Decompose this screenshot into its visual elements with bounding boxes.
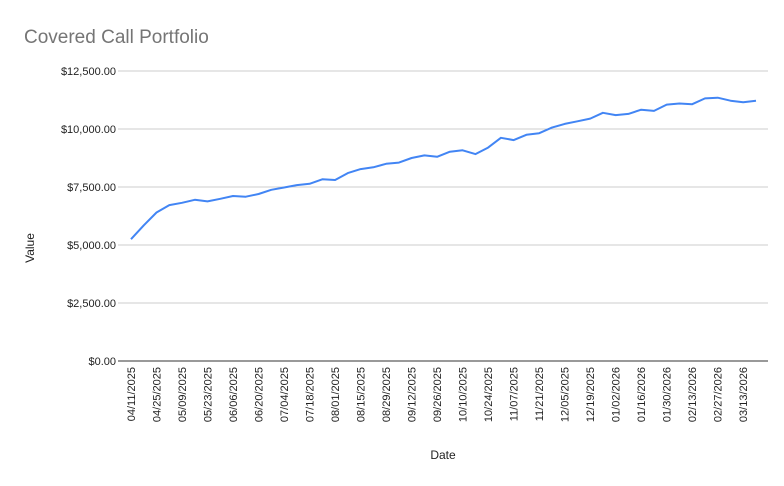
x-tick-label: 05/23/2025 (203, 367, 215, 422)
y-tick-label: $5,000.00 (67, 240, 116, 252)
x-tick-label: 12/19/2025 (585, 367, 597, 422)
y-axis-label: Value (23, 233, 37, 263)
x-axis-label: Date (430, 448, 456, 462)
y-tick-label: $7,500.00 (67, 182, 116, 194)
x-tick-label: 03/13/2026 (738, 367, 750, 422)
x-tick-label: 08/01/2025 (330, 367, 342, 422)
y-tick-label: $10,000.00 (61, 124, 116, 136)
x-tick-label: 08/29/2025 (381, 367, 393, 422)
x-tick-label: 12/05/2025 (560, 367, 572, 422)
line (130, 96, 757, 240)
x-tick-label: 10/10/2025 (458, 367, 470, 422)
x-tick-label: 04/25/2025 (152, 367, 164, 422)
x-tick-label: 04/11/2025 (126, 367, 138, 421)
x-tick-label: 06/06/2025 (228, 367, 240, 422)
x-tick-label: 02/27/2026 (713, 367, 725, 422)
x-tick-label: 02/13/2026 (687, 367, 699, 422)
x-tick-label: 09/12/2025 (407, 367, 419, 422)
x-tick-label: 01/30/2026 (662, 367, 674, 422)
x-tick-label: 08/15/2025 (356, 367, 368, 422)
chart-title: Covered Call Portfolio (24, 27, 209, 48)
x-tick-label: 07/04/2025 (279, 367, 291, 422)
x-tick-label: 01/16/2026 (636, 367, 648, 422)
x-tick-label: 01/02/2026 (611, 367, 623, 422)
x-tick-label: 09/26/2025 (432, 367, 444, 422)
y-tick-label: $0.00 (88, 356, 116, 368)
x-tick-label: 05/09/2025 (177, 367, 189, 422)
x-tick-label: 11/07/2025 (509, 367, 521, 421)
x-tick-label: 10/24/2025 (483, 367, 495, 422)
x-tick-label: 06/20/2025 (254, 367, 266, 422)
y-tick-label: $12,500.00 (61, 66, 116, 78)
x-tick-label: 07/18/2025 (305, 367, 317, 422)
x-tick-label: 11/21/2025 (534, 367, 546, 421)
y-tick-label: $2,500.00 (67, 298, 116, 310)
